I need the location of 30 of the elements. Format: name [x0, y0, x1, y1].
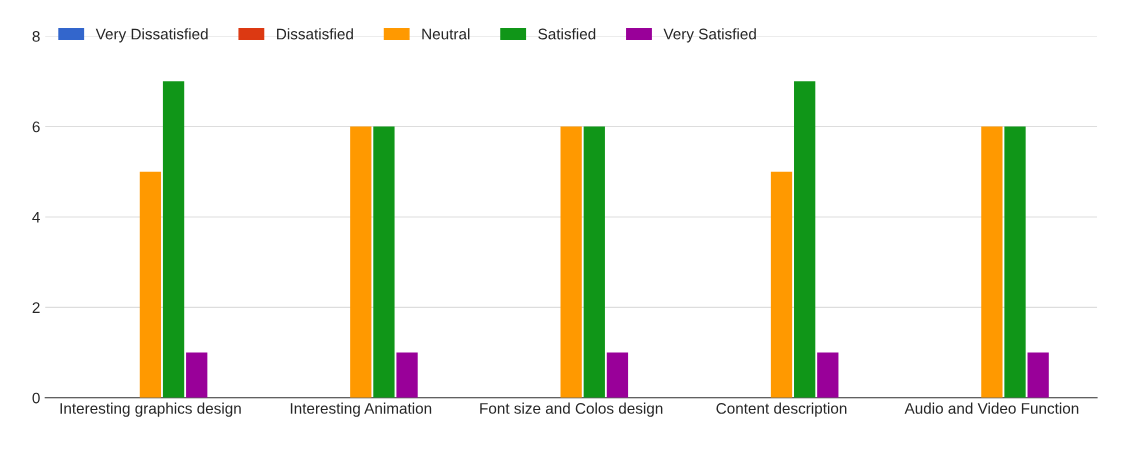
- y-tick-label: 0: [32, 392, 40, 404]
- legend-label: Dissatisfied: [277, 28, 353, 40]
- bar: [139, 171, 162, 398]
- bar: [162, 81, 185, 398]
- bar: [560, 126, 582, 398]
- bar: [350, 126, 372, 398]
- x-tick-label: Font size and Colos design: [480, 402, 663, 417]
- bar: [1027, 352, 1049, 398]
- y-tick-label: 8: [32, 31, 40, 42]
- bar: [583, 126, 605, 398]
- x-tick-label: Interesting graphics design: [60, 402, 241, 417]
- bar: [794, 81, 816, 398]
- bar: [817, 352, 839, 398]
- y-tick-label: 2: [32, 302, 40, 313]
- legend-label: Very Dissatisfied: [95, 28, 208, 43]
- bar: [770, 171, 793, 398]
- bar: [606, 352, 629, 398]
- y-tick-label: 4: [32, 211, 40, 223]
- legend-label: Satisfied: [538, 28, 596, 40]
- legend-label: Neutral: [422, 28, 470, 40]
- bar: [1004, 126, 1026, 398]
- y-tick-label: 6: [32, 121, 40, 133]
- x-tick-label: Interesting Animation: [290, 402, 432, 417]
- bar: [186, 352, 208, 398]
- x-tick-label: Content description: [716, 402, 847, 417]
- bar: [396, 352, 418, 398]
- bar: [373, 126, 395, 398]
- x-tick-label: Audio and Video Function: [904, 402, 1079, 414]
- bar: [981, 126, 1003, 398]
- legend-label: Very Satisfied: [663, 28, 756, 43]
